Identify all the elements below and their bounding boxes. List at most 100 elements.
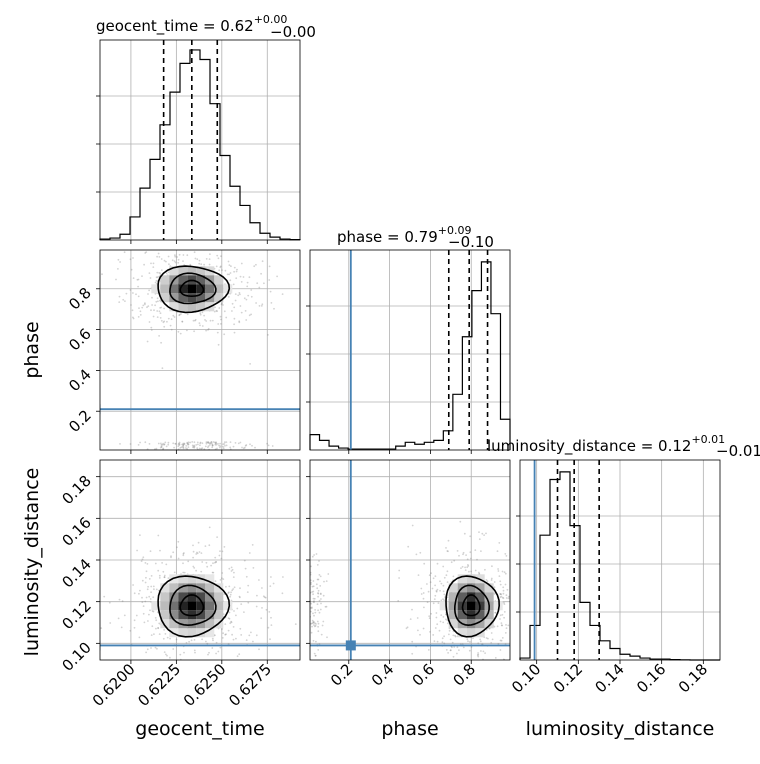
scatter-point — [172, 314, 175, 317]
density-cell — [160, 583, 170, 593]
scatter-point — [150, 309, 152, 312]
scatter-point — [524, 588, 526, 590]
scatter-point — [141, 306, 144, 309]
scatter-point — [222, 304, 224, 306]
xtick-label-geocent_time-3: 0.6275 — [225, 660, 275, 710]
scatter-point — [525, 630, 527, 632]
scatter-point — [152, 315, 155, 318]
scatter-point — [198, 322, 201, 324]
scatter-point — [174, 261, 177, 264]
scatter-point — [239, 305, 242, 307]
scatter-point — [170, 555, 172, 557]
scatter-point — [199, 444, 201, 447]
scatter-point — [485, 532, 487, 535]
scatter-point — [246, 285, 249, 288]
scatter-point — [228, 264, 231, 266]
scatter-point — [430, 612, 432, 615]
scatter-point — [467, 640, 469, 643]
scatter-point — [527, 641, 529, 643]
title-phase: phase = 0.79+0.09 — [337, 224, 472, 246]
density-cell — [196, 275, 206, 285]
scatter-point — [499, 596, 502, 599]
scatter-point — [139, 441, 142, 444]
density-cell — [187, 592, 197, 602]
scatter-point — [155, 447, 158, 450]
scatter-point — [118, 295, 121, 298]
scatter-point — [320, 598, 322, 600]
scatter-point — [272, 582, 275, 585]
scatter-point — [323, 580, 325, 583]
scatter-point — [157, 534, 160, 537]
ytick-label-phase-2: 0.6 — [65, 325, 95, 355]
density-cell — [196, 302, 206, 312]
scatter-point — [187, 443, 190, 446]
scatter-point — [516, 623, 518, 625]
scatter-point — [233, 571, 235, 574]
scatter-point — [427, 590, 430, 593]
scatter-point — [315, 640, 317, 643]
scatter-point — [228, 617, 231, 620]
scatter-point — [281, 293, 284, 295]
scatter-point — [186, 313, 189, 316]
density-cell — [196, 610, 206, 620]
scatter-point — [158, 577, 161, 579]
scatter-point — [177, 704, 179, 706]
scatter-point — [510, 662, 512, 664]
scatter-point — [227, 664, 229, 666]
scatter-point — [192, 556, 195, 559]
scatter-point — [324, 605, 327, 608]
scatter-point — [440, 582, 443, 585]
scatter-point — [233, 270, 236, 273]
density-cell — [178, 592, 188, 602]
scatter-point — [313, 554, 315, 556]
xtick-label-phase-3: 0.8 — [449, 660, 479, 690]
scatter-point — [219, 446, 221, 449]
scatter-point — [150, 647, 152, 649]
scatter-point — [415, 553, 418, 556]
scatter-point — [148, 289, 151, 292]
scatter-point — [310, 579, 312, 582]
scatter-point — [163, 574, 166, 577]
scatter-point — [190, 236, 192, 238]
scatter-point — [178, 253, 181, 256]
scatter-point — [144, 252, 147, 254]
scatter-point — [187, 441, 190, 444]
scatter-point — [505, 627, 508, 629]
scatter-point — [462, 551, 465, 554]
scatter-point — [446, 666, 448, 668]
scatter-point — [538, 620, 540, 622]
scatter-point — [182, 447, 185, 450]
scatter-point — [208, 442, 211, 444]
density-cell — [448, 592, 458, 602]
scatter-point — [142, 556, 145, 559]
scatter-point — [478, 538, 481, 541]
scatter-point — [142, 612, 145, 615]
scatter-point — [240, 634, 243, 636]
scatter-point — [208, 526, 211, 529]
scatter-point — [182, 562, 184, 565]
scatter-point — [152, 585, 155, 588]
scatter-point — [167, 441, 170, 444]
scatter-point — [314, 622, 316, 625]
scatter-point — [186, 254, 189, 257]
scatter-point — [132, 584, 135, 586]
scatter-point — [224, 445, 226, 447]
scatter-point — [145, 570, 148, 573]
scatter-point — [484, 652, 486, 654]
scatter-point — [237, 669, 239, 671]
scatter-point — [294, 623, 297, 625]
scatter-point — [502, 597, 505, 600]
scatter-point — [501, 570, 504, 573]
scatter-point — [180, 313, 182, 315]
scatter-point — [192, 319, 195, 322]
scatter-point — [251, 544, 254, 546]
scatter-point — [147, 620, 149, 622]
scatter-point — [149, 598, 152, 600]
scatter-point — [439, 620, 442, 623]
scatter-point — [187, 446, 190, 448]
scatter-point — [447, 652, 449, 654]
scatter-point — [193, 444, 196, 447]
density-cell — [151, 284, 161, 294]
scatter-point — [194, 651, 196, 654]
scatter-point — [446, 570, 449, 573]
